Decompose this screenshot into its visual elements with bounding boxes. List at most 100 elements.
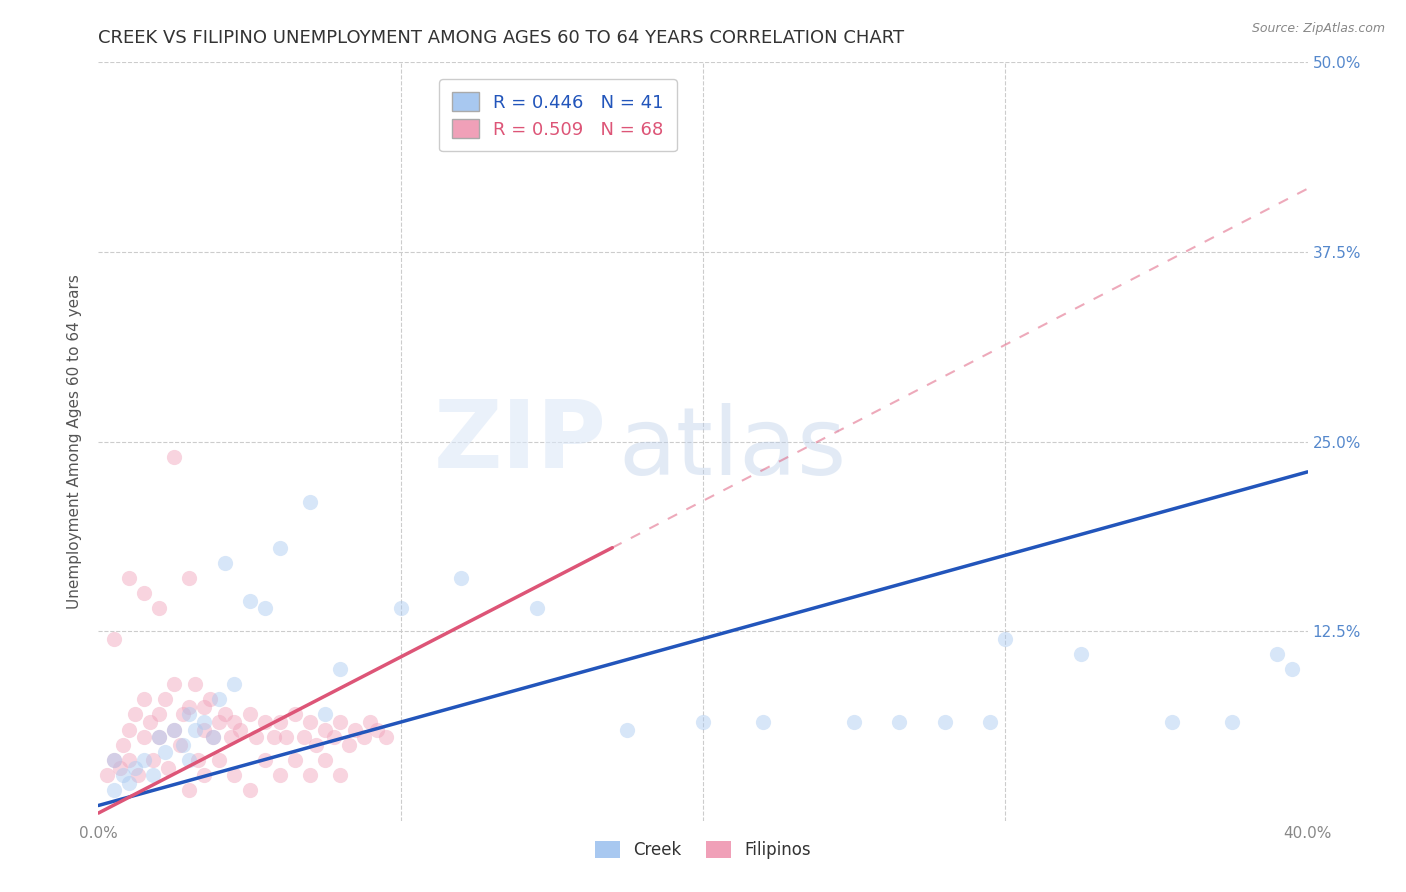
- Point: [179, 571, 201, 585]
- Point: [202, 730, 225, 744]
- Point: [163, 450, 186, 464]
- Point: [127, 768, 149, 782]
- Point: [103, 783, 125, 797]
- Point: [299, 715, 322, 730]
- Point: [269, 541, 291, 555]
- Point: [103, 753, 125, 767]
- Point: [224, 768, 246, 782]
- Point: [450, 571, 472, 585]
- Point: [193, 768, 215, 782]
- Point: [193, 723, 215, 737]
- Point: [208, 715, 231, 730]
- Point: [389, 601, 412, 615]
- Point: [208, 692, 231, 706]
- Point: [239, 707, 262, 722]
- Point: [269, 715, 291, 730]
- Point: [299, 495, 322, 509]
- Point: [179, 699, 201, 714]
- Point: [263, 730, 285, 744]
- Point: [844, 715, 866, 730]
- Point: [139, 715, 162, 730]
- Point: [299, 768, 322, 782]
- Point: [314, 707, 336, 722]
- Point: [184, 677, 207, 691]
- Point: [224, 677, 246, 691]
- Point: [616, 723, 638, 737]
- Point: [153, 692, 176, 706]
- Point: [169, 738, 191, 752]
- Text: Source: ZipAtlas.com: Source: ZipAtlas.com: [1251, 22, 1385, 36]
- Point: [172, 707, 194, 722]
- Point: [269, 768, 291, 782]
- Point: [124, 760, 146, 774]
- Point: [132, 692, 155, 706]
- Y-axis label: Unemployment Among Ages 60 to 64 years: Unemployment Among Ages 60 to 64 years: [67, 274, 83, 609]
- Point: [163, 723, 186, 737]
- Legend: Creek, Filipinos: Creek, Filipinos: [588, 834, 818, 865]
- Point: [329, 768, 352, 782]
- Point: [163, 677, 186, 691]
- Point: [239, 594, 262, 608]
- Point: [148, 730, 170, 744]
- Point: [118, 723, 141, 737]
- Point: [202, 730, 225, 744]
- Point: [1160, 715, 1182, 730]
- Text: ZIP: ZIP: [433, 395, 606, 488]
- Point: [153, 746, 176, 760]
- Point: [305, 738, 328, 752]
- Point: [179, 707, 201, 722]
- Point: [118, 753, 141, 767]
- Point: [179, 783, 201, 797]
- Point: [329, 662, 352, 676]
- Point: [979, 715, 1001, 730]
- Point: [193, 699, 215, 714]
- Point: [366, 723, 388, 737]
- Point: [994, 632, 1017, 646]
- Point: [200, 692, 222, 706]
- Point: [239, 783, 262, 797]
- Point: [314, 723, 336, 737]
- Point: [111, 738, 134, 752]
- Point: [245, 730, 267, 744]
- Point: [118, 776, 141, 790]
- Point: [132, 730, 155, 744]
- Point: [132, 753, 155, 767]
- Point: [224, 715, 246, 730]
- Point: [284, 753, 307, 767]
- Point: [1220, 715, 1243, 730]
- Point: [108, 760, 131, 774]
- Point: [253, 715, 276, 730]
- Point: [208, 753, 231, 767]
- Point: [193, 715, 215, 730]
- Point: [337, 738, 360, 752]
- Point: [323, 730, 346, 744]
- Point: [118, 571, 141, 585]
- Point: [179, 753, 201, 767]
- Point: [111, 768, 134, 782]
- Point: [187, 753, 209, 767]
- Point: [148, 730, 170, 744]
- Point: [214, 556, 236, 570]
- Point: [148, 601, 170, 615]
- Text: CREEK VS FILIPINO UNEMPLOYMENT AMONG AGES 60 TO 64 YEARS CORRELATION CHART: CREEK VS FILIPINO UNEMPLOYMENT AMONG AGE…: [98, 29, 904, 47]
- Point: [184, 723, 207, 737]
- Point: [292, 730, 315, 744]
- Point: [526, 601, 548, 615]
- Point: [329, 715, 352, 730]
- Point: [142, 753, 165, 767]
- Point: [353, 730, 375, 744]
- Point: [221, 730, 243, 744]
- Point: [1070, 647, 1092, 661]
- Point: [172, 738, 194, 752]
- Point: [148, 707, 170, 722]
- Point: [1267, 647, 1289, 661]
- Point: [344, 723, 367, 737]
- Point: [1281, 662, 1303, 676]
- Point: [96, 768, 118, 782]
- Point: [253, 753, 276, 767]
- Point: [934, 715, 956, 730]
- Point: [360, 715, 382, 730]
- Point: [214, 707, 236, 722]
- Point: [124, 707, 146, 722]
- Point: [103, 753, 125, 767]
